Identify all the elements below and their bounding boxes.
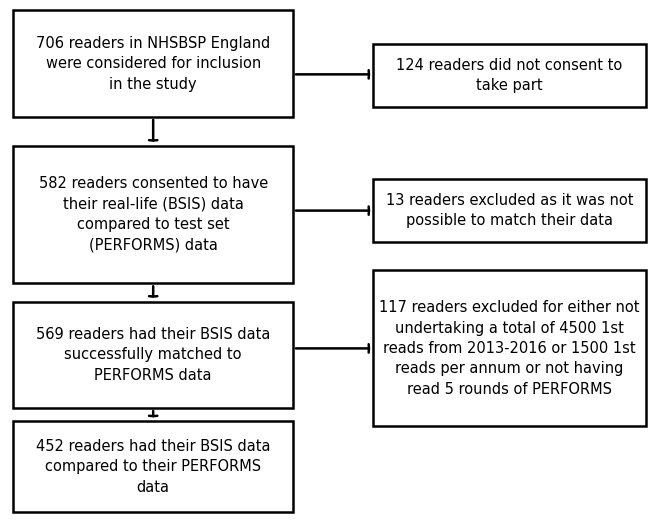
FancyBboxPatch shape bbox=[13, 10, 293, 117]
Text: 582 readers consented to have
their real-life (BSIS) data
compared to test set
(: 582 readers consented to have their real… bbox=[39, 176, 268, 253]
Text: 13 readers excluded as it was not
possible to match their data: 13 readers excluded as it was not possib… bbox=[386, 193, 633, 228]
FancyBboxPatch shape bbox=[13, 421, 293, 512]
Text: 706 readers in NHSBSP England
were considered for inclusion
in the study: 706 readers in NHSBSP England were consi… bbox=[36, 36, 270, 92]
Text: 569 readers had their BSIS data
successfully matched to
PERFORMS data: 569 readers had their BSIS data successf… bbox=[36, 327, 270, 383]
FancyBboxPatch shape bbox=[13, 302, 293, 408]
Text: 124 readers did not consent to
take part: 124 readers did not consent to take part bbox=[396, 58, 623, 93]
FancyBboxPatch shape bbox=[373, 179, 646, 242]
FancyBboxPatch shape bbox=[13, 146, 293, 283]
FancyBboxPatch shape bbox=[373, 44, 646, 107]
FancyBboxPatch shape bbox=[373, 270, 646, 426]
Text: 452 readers had their BSIS data
compared to their PERFORMS
data: 452 readers had their BSIS data compared… bbox=[36, 439, 270, 495]
Text: 117 readers excluded for either not
undertaking a total of 4500 1st
reads from 2: 117 readers excluded for either not unde… bbox=[379, 300, 640, 397]
